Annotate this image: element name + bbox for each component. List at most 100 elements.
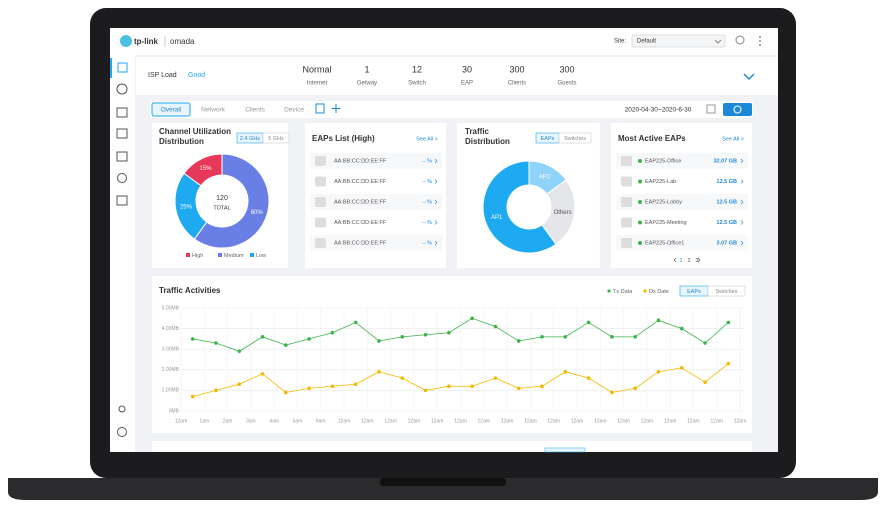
point (493, 324, 498, 329)
x-tick-label: 12am (547, 418, 560, 424)
eap-traffic[interactable]: 12.5 GB (717, 179, 738, 185)
x-tick-label: 12am (664, 418, 677, 424)
legend-label: Medium (224, 253, 244, 259)
page-next[interactable] (697, 257, 701, 263)
caret (714, 39, 722, 44)
next-card (152, 441, 752, 452)
traffic-title: Traffic Activities (159, 286, 221, 295)
edit-icon[interactable] (315, 103, 325, 114)
next-toggle[interactable] (544, 447, 586, 453)
more[interactable] (759, 36, 761, 46)
device-icon (621, 217, 632, 228)
slice-label: 15% (199, 166, 212, 172)
search[interactable] (735, 35, 745, 45)
legend-label: Low (256, 253, 266, 259)
legend-label: High (192, 253, 203, 259)
point (470, 384, 474, 389)
row-bg (310, 173, 442, 190)
traffic-card (152, 276, 752, 433)
toggle[interactable] (558, 132, 592, 144)
legend-swatch (218, 253, 222, 257)
settings-icon (733, 105, 742, 114)
slice-label: AP2 (539, 174, 551, 180)
legend-swatch (250, 253, 254, 257)
point (190, 337, 195, 341)
usage[interactable]: -- % (422, 240, 432, 246)
point (540, 335, 544, 339)
point (377, 370, 381, 374)
page[interactable]: 3 (695, 258, 698, 264)
x-tick-label: 12am (478, 418, 491, 424)
tab[interactable]: Clients (245, 107, 266, 114)
row-bg (310, 214, 442, 231)
site-select[interactable] (631, 34, 726, 48)
row-bg (310, 153, 442, 169)
y-tick-label: 5.00MB (162, 305, 180, 311)
isp-status: Good (188, 72, 205, 79)
toggle[interactable] (707, 285, 746, 297)
row-arrow (740, 179, 744, 184)
eap-name: EAP225-Lobby (645, 199, 682, 205)
tab[interactable]: Device (284, 107, 304, 114)
row-arrow (434, 220, 438, 225)
stat-value: 1 (364, 64, 369, 74)
add-icon[interactable] (331, 104, 341, 113)
row-bg (310, 235, 442, 251)
page[interactable]: 2 (687, 258, 690, 264)
donut-slice (193, 153, 270, 249)
card-title: Channel Utilization (159, 127, 231, 136)
point (633, 386, 637, 391)
slice-label: Others (554, 210, 572, 216)
point (470, 316, 474, 321)
eap-traffic[interactable]: 3.07 GB (717, 240, 738, 246)
eap-traffic[interactable]: 12.5 GB (717, 220, 738, 226)
series-line (192, 317, 729, 352)
isp-bar (136, 57, 778, 95)
y-tick-label: 4.00MB (162, 326, 180, 332)
y-tick-label: 3.00MB (162, 347, 180, 353)
point (307, 337, 311, 341)
eap-name: EAP225-Office (645, 158, 681, 164)
product: omada (170, 37, 195, 46)
row-arrow (434, 179, 438, 184)
device-icon (315, 176, 326, 187)
row-bg (616, 153, 748, 169)
point (493, 376, 498, 380)
page-prev[interactable] (673, 257, 677, 263)
usage[interactable]: -- % (422, 179, 432, 185)
stat-label: Internet (307, 81, 328, 87)
legend-dot (607, 289, 611, 293)
nav-icons[interactable] (116, 62, 128, 437)
usage[interactable]: -- % (422, 199, 432, 205)
see-all[interactable]: See All > (722, 136, 744, 142)
expand[interactable] (743, 73, 755, 81)
tab[interactable]: Overall (161, 107, 182, 114)
x-tick-label: 12am (594, 418, 607, 424)
stat-value: Normal (302, 64, 331, 74)
settings-button[interactable] (723, 103, 752, 116)
page[interactable]: 1 (679, 258, 682, 264)
tab-active[interactable] (151, 102, 191, 117)
sidebar (110, 55, 135, 452)
donut-slice (482, 160, 557, 254)
calendar[interactable] (706, 104, 716, 114)
row-arrow (740, 199, 744, 205)
toggle-label: 2.4 GHz (240, 136, 260, 142)
device-icon (621, 238, 632, 248)
eap-traffic[interactable]: 32.07 GB (713, 158, 737, 164)
eap-traffic[interactable]: 12.5 GB (717, 199, 738, 205)
see-all[interactable]: See All > (416, 136, 438, 142)
point (423, 332, 428, 337)
stat-value: 300 (509, 64, 524, 74)
device-icon (621, 156, 632, 166)
usage[interactable]: -- % (422, 158, 432, 164)
point (540, 384, 544, 389)
point (330, 384, 335, 389)
toggle-label: EAPs (687, 289, 701, 295)
usage[interactable]: -- % (422, 220, 432, 226)
card-title: Traffic (465, 127, 490, 136)
tab[interactable]: Network (201, 107, 226, 114)
mac: AA:BB:CC:DD:EE:FF (334, 240, 387, 246)
status-dot (638, 179, 642, 184)
toggle[interactable] (262, 132, 290, 144)
